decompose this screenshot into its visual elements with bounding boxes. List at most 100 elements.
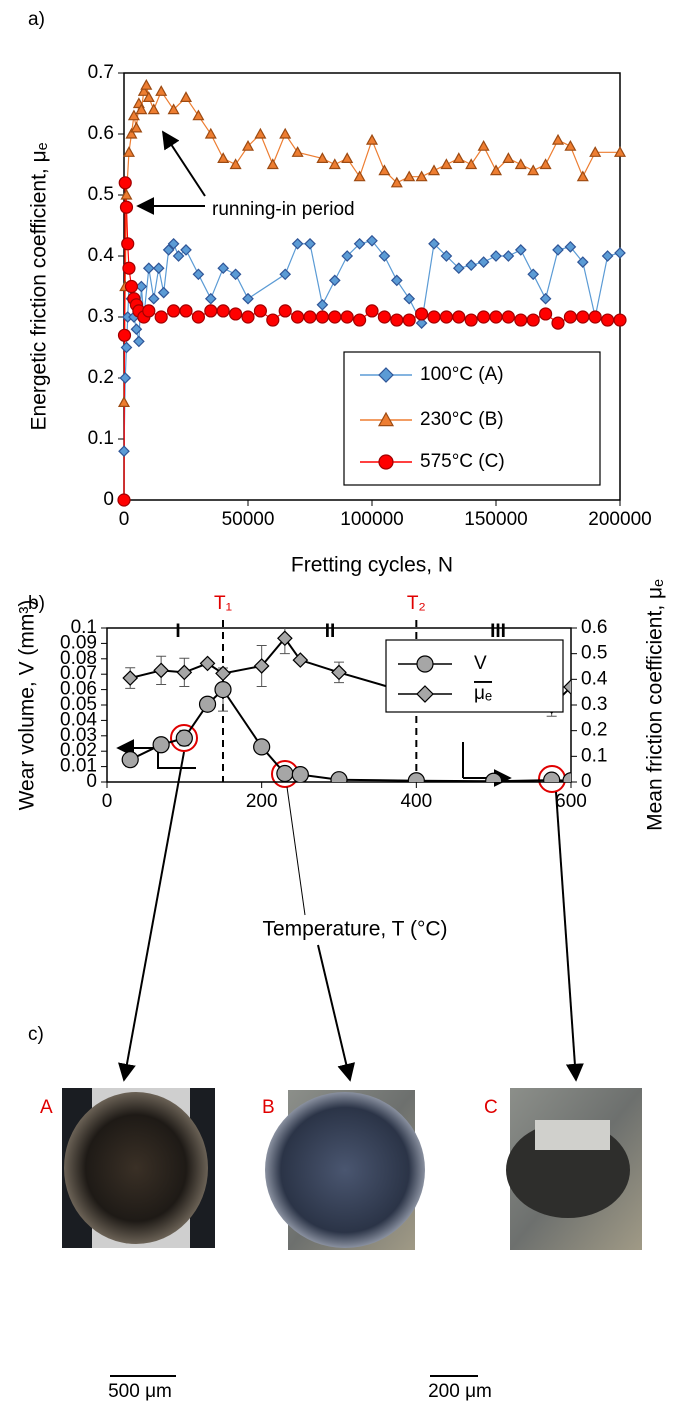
marker bbox=[527, 268, 540, 281]
marker bbox=[589, 146, 602, 157]
marker bbox=[427, 164, 441, 176]
marker bbox=[291, 237, 304, 250]
marker bbox=[465, 259, 478, 271]
micrograph bbox=[506, 1088, 642, 1250]
marker bbox=[167, 103, 180, 115]
y-tick-label: 0.03 bbox=[60, 725, 97, 746]
marker bbox=[229, 307, 243, 321]
marker bbox=[366, 234, 378, 247]
marker bbox=[601, 250, 614, 262]
marker bbox=[378, 164, 391, 176]
y-tick-label: 0.01 bbox=[60, 756, 97, 777]
marker bbox=[117, 328, 132, 342]
y-tick-label: 0.7 bbox=[88, 62, 114, 83]
marker bbox=[378, 454, 394, 470]
marker bbox=[291, 146, 304, 157]
scale-bar-label: 200 μm bbox=[428, 1381, 492, 1402]
x-tick-label: 50000 bbox=[222, 509, 275, 530]
marker bbox=[377, 310, 391, 324]
marker bbox=[378, 250, 391, 262]
marker bbox=[157, 286, 170, 299]
marker bbox=[152, 262, 165, 275]
marker bbox=[253, 304, 267, 318]
marker bbox=[204, 292, 217, 305]
scale-bar-label: 500 μm bbox=[108, 1381, 172, 1402]
x-tick-label: 400 bbox=[400, 791, 432, 812]
marker bbox=[563, 310, 578, 324]
micrograph-label: B bbox=[262, 1097, 275, 1118]
marker bbox=[118, 445, 130, 458]
marker bbox=[501, 310, 515, 324]
x-tick-label: 0 bbox=[102, 791, 113, 812]
marker bbox=[122, 261, 136, 275]
marker bbox=[402, 313, 416, 327]
marker bbox=[562, 772, 571, 782]
marker bbox=[214, 680, 232, 699]
reference-label: T₁ bbox=[214, 593, 232, 614]
x-tick-label: 200 bbox=[246, 791, 278, 812]
legend-label: 230°C (B) bbox=[420, 409, 504, 430]
marker bbox=[315, 310, 329, 324]
marker bbox=[331, 664, 347, 681]
marker bbox=[543, 771, 561, 782]
marker bbox=[427, 310, 441, 324]
marker bbox=[167, 304, 181, 318]
marker bbox=[416, 685, 434, 703]
micrograph-label: C bbox=[484, 1097, 498, 1118]
marker bbox=[564, 139, 577, 151]
marker bbox=[477, 139, 490, 151]
marker bbox=[119, 200, 134, 214]
y-tick-label: 0.05 bbox=[60, 694, 97, 715]
marker bbox=[179, 304, 193, 318]
marker bbox=[353, 237, 366, 250]
marker bbox=[175, 729, 193, 747]
marker bbox=[485, 772, 503, 782]
marker bbox=[291, 310, 305, 324]
y-tick-label: 0.04 bbox=[60, 709, 97, 730]
marker bbox=[576, 310, 590, 324]
marker bbox=[121, 237, 135, 251]
y-tick-label: 0.3 bbox=[88, 306, 114, 327]
x-axis-label: Temperature, T (°C) bbox=[262, 918, 447, 941]
marker bbox=[551, 316, 565, 330]
marker bbox=[390, 274, 403, 287]
marker bbox=[124, 279, 139, 294]
y-tick-label: 0.09 bbox=[60, 632, 97, 653]
marker bbox=[502, 152, 515, 163]
marker bbox=[204, 304, 218, 318]
marker bbox=[292, 652, 309, 668]
legend-label: 100°C (A) bbox=[420, 364, 504, 385]
marker bbox=[328, 310, 342, 324]
marker bbox=[390, 176, 403, 188]
marker bbox=[539, 158, 552, 170]
y2-tick-label: 0.2 bbox=[581, 720, 607, 741]
highlight-circle bbox=[170, 724, 198, 752]
marker bbox=[564, 241, 577, 253]
marker bbox=[365, 304, 379, 318]
marker bbox=[563, 679, 571, 695]
panel-label: a) bbox=[28, 9, 45, 30]
y2-tick-label: 0.3 bbox=[581, 694, 607, 715]
y2-tick-label: 0.1 bbox=[581, 745, 607, 766]
marker bbox=[241, 310, 255, 324]
marker bbox=[229, 268, 242, 281]
legend-box bbox=[385, 639, 564, 713]
marker bbox=[514, 313, 528, 327]
marker bbox=[439, 310, 453, 324]
marker bbox=[118, 176, 132, 190]
marker bbox=[217, 152, 230, 163]
marker bbox=[191, 310, 205, 324]
y-tick-label: 0.07 bbox=[60, 663, 97, 684]
region-label: I bbox=[175, 621, 180, 642]
marker bbox=[142, 262, 155, 275]
y2-tick-label: 0 bbox=[581, 771, 592, 792]
marker bbox=[341, 152, 354, 163]
y-tick-label: 0.1 bbox=[71, 617, 97, 638]
x-tick-label: 200000 bbox=[588, 509, 651, 530]
marker bbox=[179, 91, 193, 103]
marker bbox=[613, 313, 627, 327]
marker bbox=[253, 738, 271, 756]
marker bbox=[514, 158, 527, 170]
marker bbox=[600, 313, 615, 327]
